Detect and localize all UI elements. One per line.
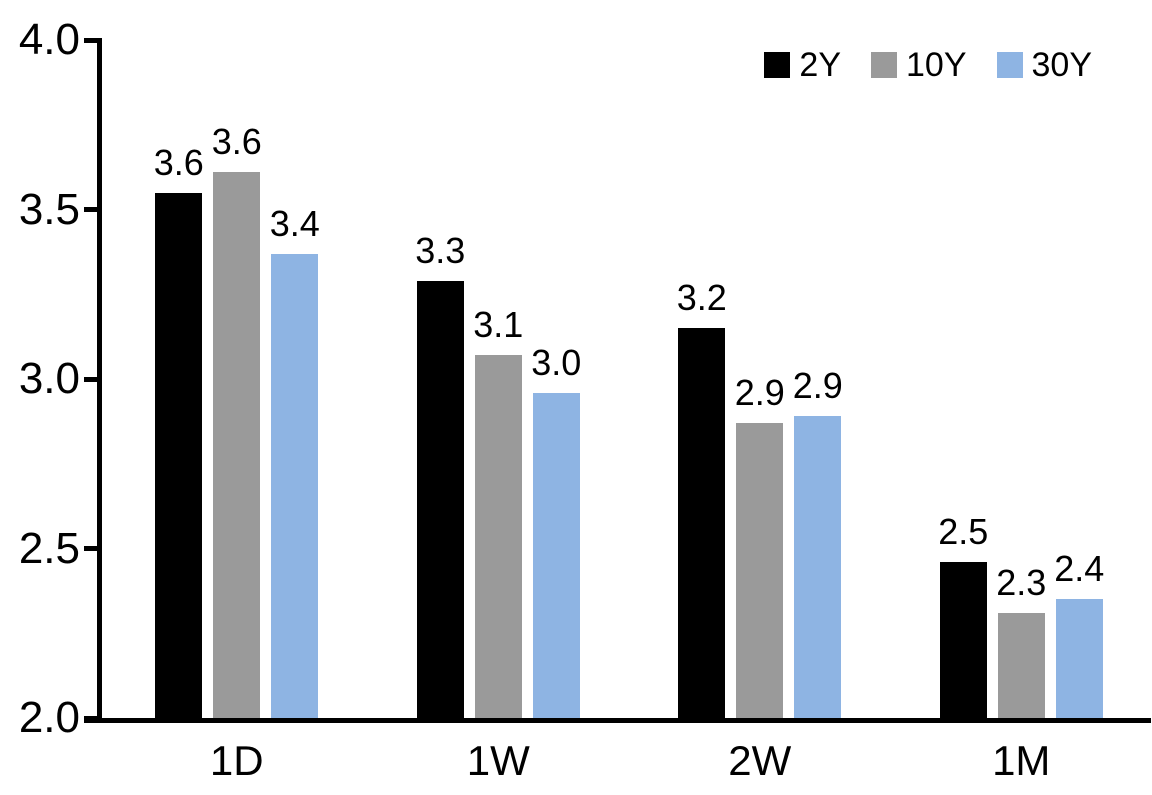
y-tick-label: 3.5 (18, 184, 80, 234)
legend-label: 2Y (799, 46, 841, 84)
legend-item-2y: 2Y (764, 48, 841, 82)
value-label-10y-1m: 2.3 (996, 561, 1047, 603)
y-tick (84, 715, 102, 721)
bar-10y-1m (997, 612, 1045, 718)
bar-10y-2w (736, 423, 784, 718)
legend: 2Y 10Y 30Y (764, 48, 1092, 82)
x-category-label-2w: 2W (728, 737, 792, 784)
bar-10y-1w (474, 355, 522, 718)
value-label-2y-2w: 3.2 (676, 277, 727, 319)
value-label-30y-1d: 3.4 (269, 202, 320, 244)
bar-30y-1m (1055, 599, 1103, 718)
y-tick-label: 4.0 (18, 15, 80, 64)
value-label-30y-1w: 3.0 (531, 341, 582, 383)
y-tick (84, 376, 102, 382)
x-axis-line (84, 718, 1151, 723)
legend-item-30y: 30Y (996, 46, 1093, 84)
y-tick-label: 2.0 (18, 693, 80, 742)
x-category-label-1w: 1W (466, 737, 530, 784)
y-tick-label: 3.0 (18, 354, 80, 403)
x-category-label-1d: 1D (209, 737, 264, 784)
bar-30y-1d (271, 253, 319, 718)
value-label-2y-1w: 3.3 (415, 229, 466, 271)
value-label-10y-1w: 3.1 (473, 304, 524, 346)
legend-swatch-icon (996, 52, 1023, 78)
value-label-30y-1m: 2.4 (1054, 548, 1105, 590)
y-tick (84, 37, 102, 43)
x-category-label-1m: 1M (992, 737, 1051, 784)
value-label-10y-1d: 3.6 (211, 121, 262, 163)
value-label-10y-2w: 2.9 (734, 372, 785, 414)
bar-30y-1w (532, 392, 580, 718)
value-label-2y-1d: 3.6 (153, 141, 204, 183)
bar-2y-1m (939, 562, 987, 718)
y-tick (84, 546, 102, 551)
bar-2y-1w (416, 280, 464, 718)
legend-label: 10Y (906, 46, 967, 84)
legend-label: 30Y (1031, 46, 1093, 84)
y-tick-label: 2.5 (18, 523, 80, 573)
legend-item-10y: 10Y (871, 48, 967, 82)
bar-10y-1d (213, 172, 261, 718)
value-label-30y-2w: 2.9 (792, 365, 843, 407)
value-label-2y-1m: 2.5 (938, 511, 989, 553)
bar-2y-2w (678, 328, 726, 718)
y-tick (84, 207, 102, 212)
legend-swatch-icon (871, 52, 897, 78)
legend-swatch-icon (764, 52, 791, 78)
bar-2y-1d (155, 192, 203, 718)
bar-30y-2w (794, 416, 842, 718)
